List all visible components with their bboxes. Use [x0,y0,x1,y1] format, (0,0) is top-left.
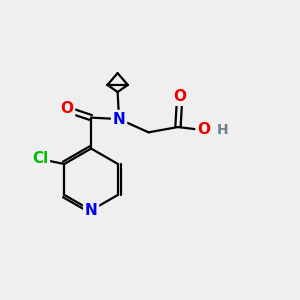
Text: H: H [216,123,228,137]
Text: N: N [113,112,125,127]
Text: N: N [85,203,98,218]
Text: O: O [197,122,210,137]
Text: Cl: Cl [32,151,48,166]
Text: O: O [61,101,74,116]
Text: O: O [173,89,186,104]
